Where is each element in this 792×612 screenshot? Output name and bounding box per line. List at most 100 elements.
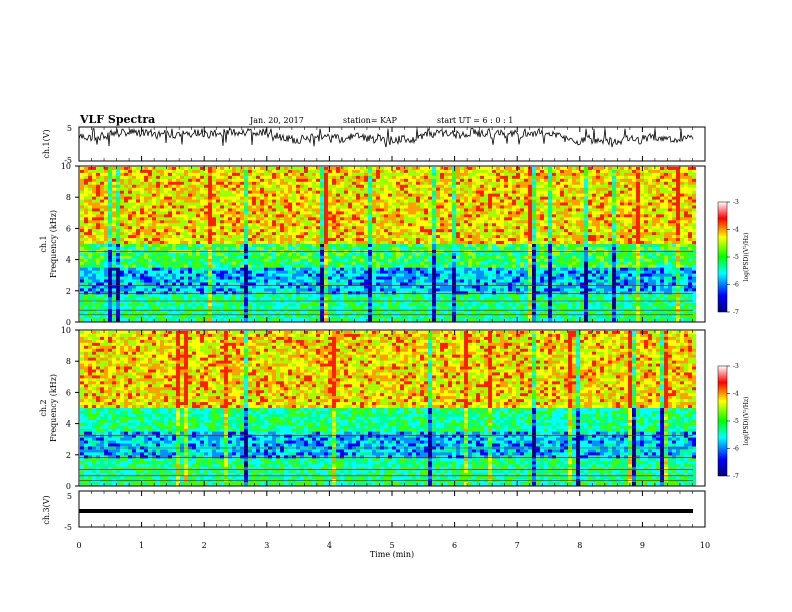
- spectrogram-cell: [288, 167, 292, 171]
- spectrogram-cell: [172, 255, 176, 260]
- spectrogram-cell: [96, 285, 100, 289]
- spectrogram-cell: [260, 232, 264, 236]
- spectrogram-cell: [436, 303, 440, 307]
- spectrogram-cell: [220, 297, 224, 301]
- spectrogram-cell: [364, 199, 368, 203]
- spectrogram-cell: [256, 178, 260, 183]
- spectrogram-cell: [436, 178, 440, 183]
- spectrogram-cell: [152, 244, 156, 248]
- spectrogram-cell: [300, 169, 304, 174]
- spectrogram-cell: [200, 202, 204, 206]
- spectrogram-cell: [120, 258, 124, 263]
- spectrogram-cell: [400, 252, 404, 257]
- spectrogram-cell: [284, 309, 288, 313]
- spectrogram-cell: [236, 258, 240, 263]
- spectrogram-cell: [204, 205, 208, 209]
- spectrogram-cell: [264, 318, 268, 322]
- spectrogram-cell: [384, 226, 388, 230]
- spectrogram-cell: [300, 288, 304, 292]
- spectrogram-cell: [212, 303, 216, 307]
- spectrogram-cell: [296, 238, 300, 242]
- spectrogram-cell: [300, 297, 304, 301]
- spectrogram-cell: [400, 300, 404, 304]
- spectrogram-cell: [308, 261, 312, 266]
- spectrogram-cell: [408, 244, 412, 248]
- spectrogram-cell: [248, 255, 252, 260]
- spectrogram-cell: [360, 279, 364, 283]
- spectrogram-cell: [128, 184, 132, 189]
- spectrogram-cell: [124, 241, 128, 245]
- spectrogram-cell: [424, 238, 428, 242]
- spectrogram-cell: [136, 294, 140, 298]
- spectrogram-cell: [264, 279, 268, 283]
- spectrogram-cell: [304, 294, 308, 298]
- spectrogram-cell: [416, 199, 420, 203]
- spectrogram-cell: [328, 309, 332, 313]
- spectrogram-cell: [332, 300, 336, 304]
- spectrogram-cell: [340, 196, 344, 200]
- spectrogram-cell: [248, 297, 252, 301]
- spectrogram-cell: [344, 193, 348, 198]
- spectrogram-cell: [448, 217, 452, 221]
- spectrogram-cell: [300, 187, 304, 192]
- spectrogram-cell: [120, 238, 124, 242]
- spectrogram-cell: [216, 187, 220, 192]
- spectrogram-cell: [328, 193, 332, 198]
- spectrogram-cell: [388, 169, 392, 174]
- spectrogram-cell: [112, 208, 116, 212]
- spectrogram-cell: [108, 214, 112, 218]
- spectrogram-cell: [340, 235, 344, 239]
- spectrogram-cell: [424, 181, 428, 186]
- spectrogram-cell: [196, 252, 200, 257]
- spectrogram-cell: [296, 276, 300, 280]
- spectrogram-cell: [204, 267, 208, 272]
- spectrogram-cell: [104, 241, 108, 245]
- spectrogram-cell: [120, 181, 124, 186]
- spectrogram-cell: [260, 202, 264, 206]
- spectrogram-cell: [208, 282, 212, 286]
- spectrogram-cell: [216, 205, 220, 209]
- spectrogram-cell: [88, 306, 92, 310]
- spectrogram-cell: [184, 214, 188, 218]
- spectrogram-cell: [200, 288, 204, 292]
- spectrogram-cell: [136, 258, 140, 263]
- spectrogram-cell: [248, 282, 252, 286]
- spectrogram-cell: [356, 181, 360, 186]
- spectrogram-cell: [192, 285, 196, 289]
- spectrogram-cell: [248, 306, 252, 310]
- spectrogram-cell: [388, 315, 392, 319]
- spectrogram-cell: [320, 300, 324, 304]
- spectrogram-cell: [388, 279, 392, 283]
- spectrogram-cell: [156, 232, 160, 236]
- spectrogram-cell: [268, 190, 272, 195]
- spectrogram-cell: [156, 226, 160, 230]
- spectrogram-cell: [348, 220, 352, 224]
- spectrogram-cell: [432, 235, 436, 239]
- spectrogram-cell: [284, 167, 288, 171]
- spectrogram-cell: [236, 318, 240, 322]
- spectrogram-cell: [384, 303, 388, 307]
- spectrogram-cell: [176, 282, 180, 286]
- spectrogram-cell: [420, 202, 424, 206]
- spectrogram-cell: [124, 279, 128, 283]
- spectrogram-cell: [128, 273, 132, 277]
- spectrogram-cell: [184, 258, 188, 263]
- spectrogram-cell: [288, 285, 292, 289]
- spectrogram-cell: [200, 229, 204, 233]
- spectrogram-cell: [264, 238, 268, 242]
- spectrogram-cell: [184, 267, 188, 272]
- spectrogram-cell: [452, 175, 456, 180]
- spectrogram-cell: [252, 282, 256, 286]
- spectrogram-cell: [144, 294, 148, 298]
- spectrogram-cell: [212, 184, 216, 189]
- spectrogram-cell: [404, 288, 408, 292]
- spectrogram-cell: [140, 288, 144, 292]
- spectrogram-cell: [408, 226, 412, 230]
- spectrogram-cell: [192, 294, 196, 298]
- spectrogram-cell: [364, 229, 368, 233]
- spectrogram-cell: [360, 309, 364, 313]
- spectrogram-cell: [272, 255, 276, 260]
- spectrogram-cell: [112, 255, 116, 260]
- spectrogram-cell: [248, 300, 252, 304]
- spectrogram-cell: [224, 208, 228, 212]
